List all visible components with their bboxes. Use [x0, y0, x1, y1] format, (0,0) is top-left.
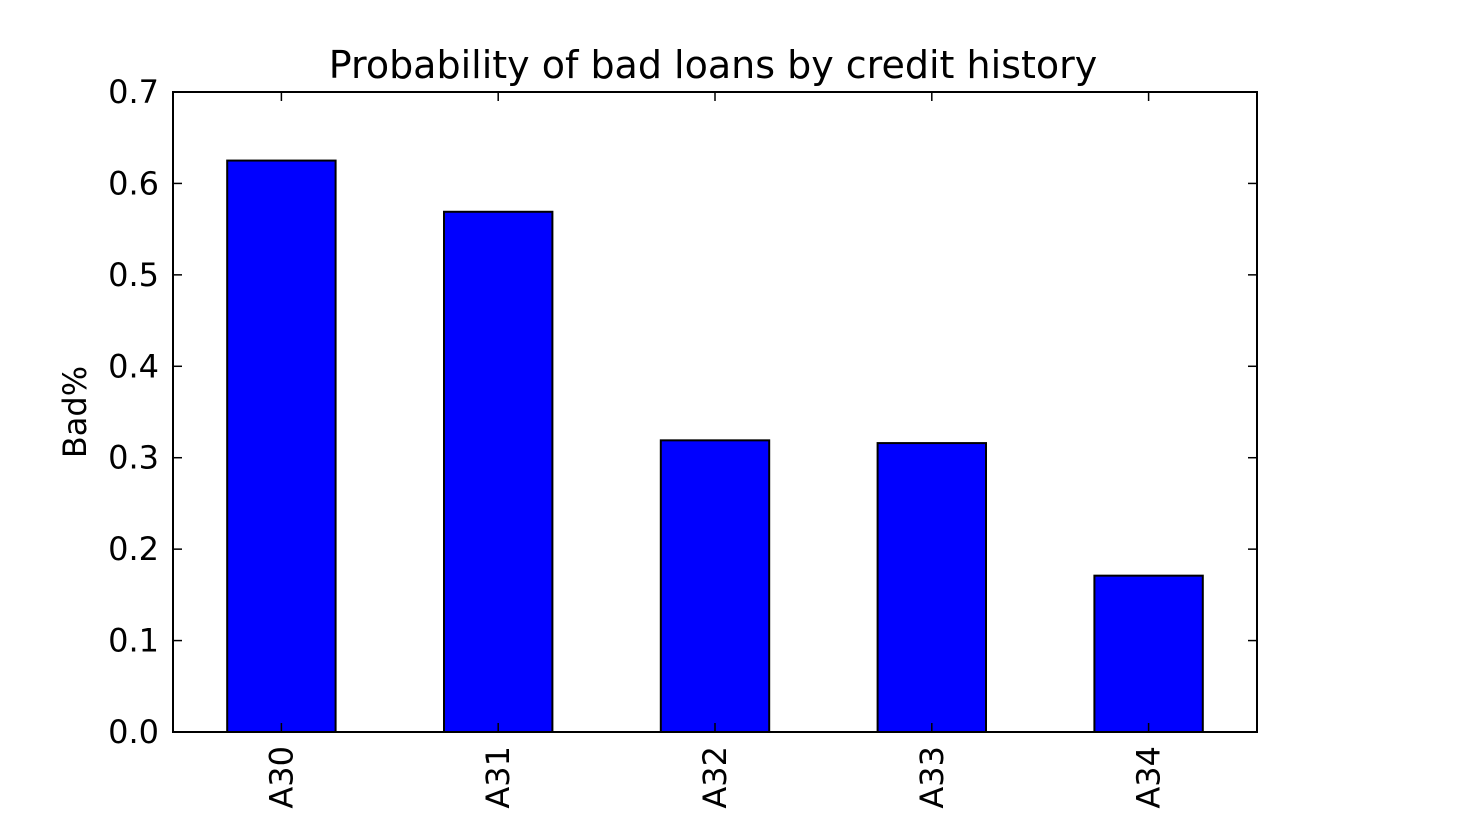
x-tick-label: A34 [1130, 746, 1168, 809]
chart-title: Probability of bad loans by credit histo… [329, 43, 1097, 87]
bars-layer [226, 159, 1204, 734]
y-tick-label: 0.0 [108, 713, 159, 751]
y-tick-label: 0.6 [108, 164, 159, 202]
x-tick-label: A31 [479, 746, 517, 809]
bar-a34 [1093, 574, 1204, 734]
plot-frame [172, 91, 1258, 733]
y-tick-label: 0.4 [108, 347, 159, 385]
x-tick-label: A32 [696, 746, 734, 809]
bar-a32 [659, 439, 771, 733]
x-tick-label: A30 [262, 746, 300, 809]
y-axis-label: Bad% [56, 366, 94, 458]
x-tick-label: A33 [913, 746, 951, 809]
bar-a33 [876, 442, 987, 733]
y-tick-label: 0.7 [108, 73, 159, 111]
y-tick-label: 0.2 [108, 530, 159, 568]
ticks-layer: A30 A31 A32 A33 A34 0.0 0.1 0.2 0.3 0.4 0.5 0.6 0.7 [108, 73, 1257, 809]
bar-a31 [443, 210, 554, 733]
y-tick-label: 0.5 [108, 256, 159, 294]
bar-a30 [226, 159, 337, 734]
y-tick-label: 0.3 [108, 439, 159, 477]
y-tick-label: 0.1 [108, 622, 159, 660]
